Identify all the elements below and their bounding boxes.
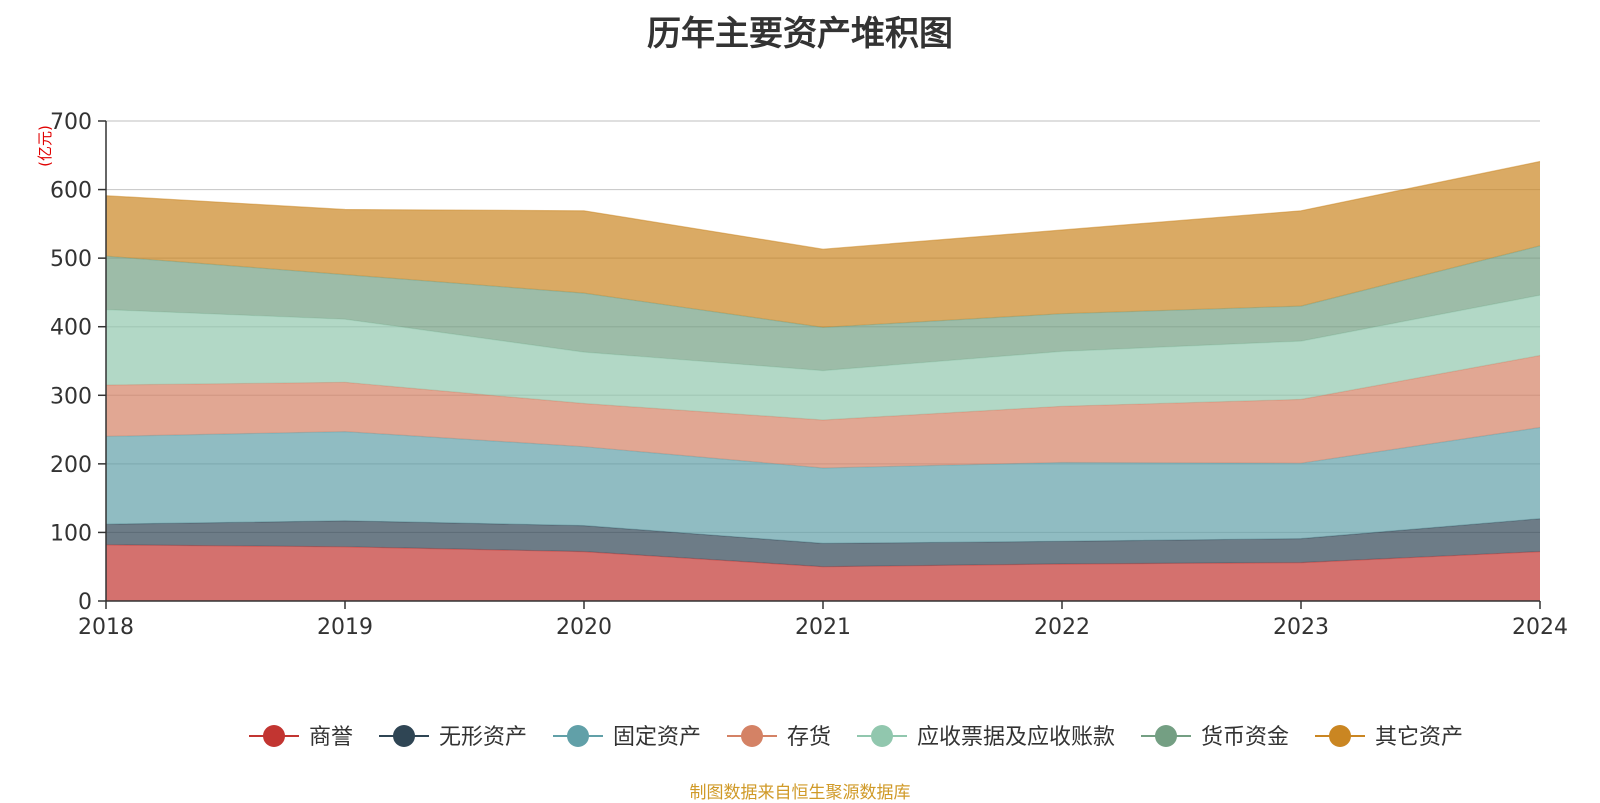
x-tick-label: 2023 <box>1273 615 1329 640</box>
x-tick-label: 2018 <box>78 615 134 640</box>
y-tick-label: 100 <box>50 521 92 546</box>
y-tick-label: 500 <box>50 247 92 272</box>
legend-label: 存货 <box>787 725 831 750</box>
area-series-3[interactable] <box>106 427 1540 544</box>
legend-label: 无形资产 <box>439 725 527 750</box>
legend-marker <box>1155 725 1177 747</box>
source-note: 制图数据来自恒生聚源数据库 <box>689 783 911 803</box>
legend[interactable]: 商誉 无形资产 固定资产 存货 应收票据及应收账款 货币资金 其它资产 <box>249 725 1463 750</box>
legend-label: 其它资产 <box>1375 725 1463 750</box>
area-series-5[interactable] <box>106 295 1540 420</box>
y-tick-label: 200 <box>50 453 92 478</box>
y-tick-label: 600 <box>50 179 92 204</box>
area-series-7-edge <box>105 160 1541 250</box>
legend-item-2[interactable]: 无形资产 <box>379 725 527 750</box>
area-series-1[interactable] <box>106 544 1540 601</box>
x-tick-label: 2021 <box>795 615 851 640</box>
legend-marker <box>393 725 415 747</box>
y-tick-label: 300 <box>50 384 92 409</box>
legend-item-7[interactable]: 其它资产 <box>1315 725 1463 750</box>
legend-marker <box>741 725 763 747</box>
y-tick-label: 400 <box>50 316 92 341</box>
area-series-6[interactable] <box>106 245 1540 371</box>
legend-item-5[interactable]: 应收票据及应收账款 <box>857 725 1115 750</box>
x-tick-label: 2020 <box>556 615 612 640</box>
x-tick-label: 2019 <box>317 615 373 640</box>
legend-marker <box>567 725 589 747</box>
x-tick-label: 2022 <box>1034 615 1090 640</box>
y-tick-label: 700 <box>50 110 92 135</box>
area-series-layer <box>105 160 1541 601</box>
area-series-7[interactable] <box>106 161 1540 328</box>
legend-marker <box>871 725 893 747</box>
legend-marker <box>263 725 285 747</box>
area-series-4[interactable] <box>106 355 1540 469</box>
y-axis-unit-label: (亿元) <box>36 125 54 167</box>
legend-label: 固定资产 <box>613 725 701 750</box>
legend-label: 货币资金 <box>1201 725 1289 750</box>
area-series-2[interactable] <box>106 518 1540 567</box>
y-tick-label: 0 <box>78 590 92 615</box>
legend-item-4[interactable]: 存货 <box>727 725 831 750</box>
legend-item-3[interactable]: 固定资产 <box>553 725 701 750</box>
legend-label: 商誉 <box>309 725 353 750</box>
chart-title: 历年主要资产堆积图 <box>647 14 953 54</box>
axes: 0 100 200 300 400 500 600 700 2018 2019 2020 2021 20… <box>50 110 1568 640</box>
legend-item-6[interactable]: 货币资金 <box>1141 725 1289 750</box>
legend-item-1[interactable]: 商誉 <box>249 725 353 750</box>
legend-marker <box>1329 725 1351 747</box>
x-tick-label: 2024 <box>1512 615 1568 640</box>
legend-label: 应收票据及应收账款 <box>917 725 1115 750</box>
